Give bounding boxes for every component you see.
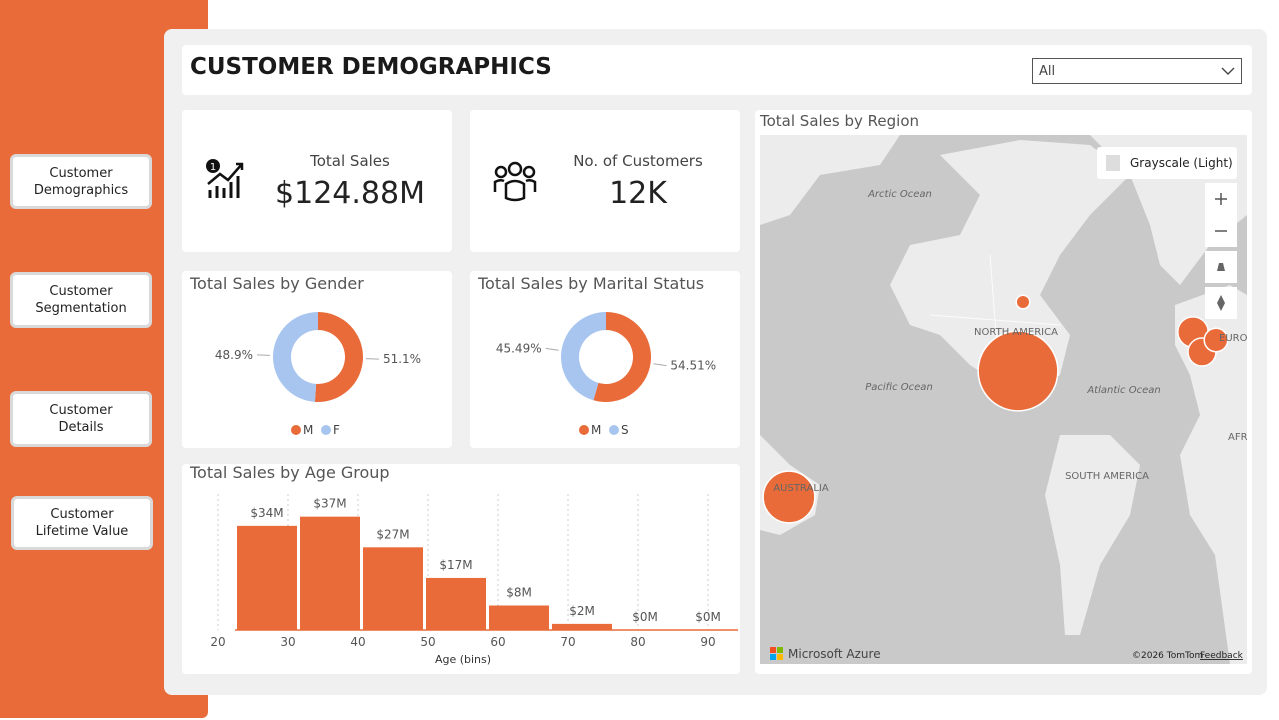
kpi-value: $124.88M (275, 176, 425, 211)
legend-label: F (333, 423, 340, 437)
filter-value: All (1039, 64, 1056, 79)
legend-marker (579, 425, 589, 435)
customers-icon (493, 161, 537, 202)
legend-label: M (591, 423, 601, 437)
bar (363, 547, 423, 630)
marital-chart: Total Sales by Marital Status 54.51% 45.49… (470, 271, 740, 448)
map-label: Arctic Ocean (867, 189, 932, 200)
azure-logo (770, 647, 783, 660)
style-picker[interactable] (1097, 147, 1237, 179)
kpi-label: No. of Customers (573, 152, 703, 170)
data-label: $0M (632, 610, 658, 624)
map: Microsoft Azure ©2026 TomTom Feedback Ar… (760, 135, 1247, 664)
leader-line (545, 347, 559, 351)
age-chart: Total Sales by Age Group 20 30 40 50 60 70 80 90… (182, 464, 740, 674)
map-label: Pacific Ocean (865, 382, 933, 393)
chart-title: Total Sales by Marital Status (477, 274, 704, 293)
bar (300, 516, 360, 630)
nav-button[interactable]: Customer Details (10, 391, 152, 447)
legend-marker (321, 425, 331, 435)
bar (489, 605, 549, 630)
donut-slice (593, 312, 651, 402)
data-label: 48.9% (215, 348, 253, 362)
x-tick-label: 40 (350, 635, 365, 649)
map-bubble (1203, 327, 1229, 353)
donut-slice (273, 312, 318, 402)
chart-title: Total Sales by Gender (189, 274, 364, 293)
kpi-label: Total Sales (310, 152, 390, 170)
bar (237, 525, 297, 630)
style-swatch (1106, 155, 1120, 171)
data-label: $37M (313, 497, 346, 511)
x-tick-label: 70 (560, 635, 575, 649)
bar (552, 623, 612, 630)
map-label: AFR (1228, 432, 1247, 443)
chart-title: Total Sales by Age Group (189, 464, 390, 482)
donut-slice (561, 312, 606, 401)
chevron (1221, 67, 1235, 75)
data-label: $2M (569, 604, 595, 618)
map-brand: Microsoft Azure (788, 647, 881, 661)
kpi-card: 1 Total Sales $124.88M (182, 110, 452, 252)
x-axis-title: Age (bins) (435, 653, 491, 666)
map-label: NORTH AMERICA (974, 327, 1058, 338)
nav-button[interactable]: Customer Segmentation (10, 272, 152, 328)
leader-line (653, 363, 667, 367)
gender-chart: Total Sales by Gender 51.1% 48.9% M F (182, 271, 452, 448)
x-tick-label: 30 (280, 635, 295, 649)
page-title: CUSTOMER DEMOGRAPHICS (190, 54, 552, 80)
data-label: 51.1% (383, 352, 421, 366)
map-label: SOUTH AMERICA (1065, 471, 1149, 482)
legend-label: M (303, 423, 313, 437)
map-bubble (1015, 294, 1031, 310)
kpi-value: 12K (609, 176, 667, 211)
map-label: Atlantic Ocean (1086, 385, 1160, 396)
donut-slice (314, 312, 363, 402)
data-label: $8M (506, 585, 532, 599)
map-bubble (977, 330, 1059, 412)
nav-button[interactable]: Customer Lifetime Value (11, 496, 153, 550)
kpi-card: No. of Customers 12K (470, 110, 740, 252)
legend-marker (291, 425, 301, 435)
svg-text:1: 1 (210, 162, 216, 173)
data-label: 45.49% (496, 341, 542, 355)
x-tick-label: 80 (630, 635, 645, 649)
map-feedback[interactable]: Feedback (1200, 651, 1244, 661)
legend-marker (609, 425, 619, 435)
map-controls (1205, 183, 1237, 319)
x-tick-label: 50 (420, 635, 435, 649)
data-label: $0M (695, 610, 721, 624)
map-title: Total Sales by Region (760, 112, 920, 130)
x-tick-label: 60 (490, 635, 505, 649)
map-bubble (762, 470, 816, 524)
bar (426, 577, 486, 630)
legend-label: S (621, 423, 629, 437)
x-tick-label: 20 (210, 635, 225, 649)
nav-button[interactable]: Customer Demographics (10, 154, 152, 209)
map-label: AUSTRALIA (773, 483, 829, 494)
style-label: Grayscale (Light) (1130, 156, 1233, 170)
map-label: EURO (1219, 333, 1247, 344)
data-label: $34M (250, 506, 283, 520)
filter-dropdown[interactable]: All (1032, 58, 1242, 84)
data-label: $17M (439, 558, 472, 572)
x-tick-label: 90 (700, 635, 715, 649)
map-attribution: ©2026 TomTom (1132, 651, 1203, 661)
data-label: 54.51% (670, 359, 716, 373)
data-label: $27M (376, 527, 409, 541)
sales-icon: 1 (206, 159, 244, 198)
